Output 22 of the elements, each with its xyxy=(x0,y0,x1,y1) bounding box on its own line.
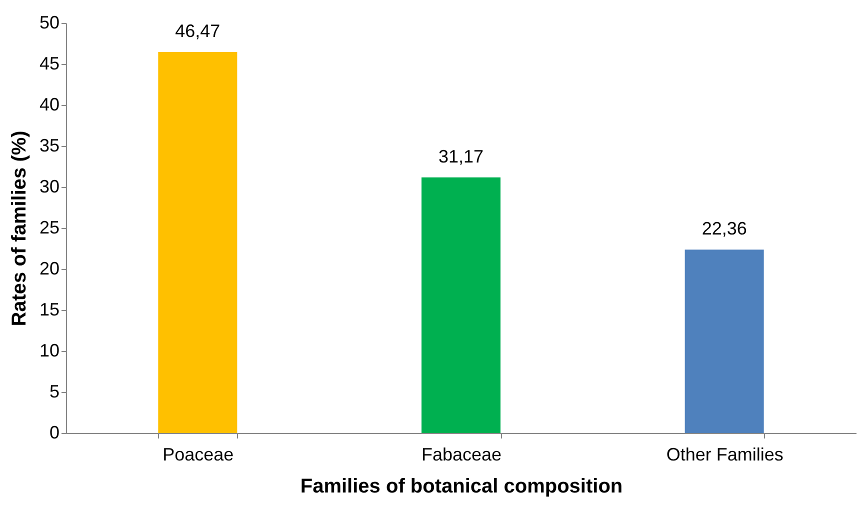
bar xyxy=(158,52,238,433)
y-tick-label: 50 xyxy=(39,12,60,32)
y-tick-label: 45 xyxy=(39,54,60,74)
y-tick-label: 5 xyxy=(49,382,60,402)
x-tick-label: Poaceae xyxy=(162,444,234,464)
data-label: 22,36 xyxy=(702,218,747,239)
y-tick-label: 10 xyxy=(39,340,60,360)
y-tick-label: 20 xyxy=(39,258,60,278)
y-tick-label: 40 xyxy=(39,94,60,114)
data-label: 31,17 xyxy=(438,146,484,166)
y-tick-label: 30 xyxy=(39,176,60,196)
data-label: 46,47 xyxy=(175,20,220,41)
x-tick-label: Fabaceae xyxy=(421,444,502,464)
y-tick-label: 35 xyxy=(39,136,60,156)
bar xyxy=(422,177,500,433)
x-axis-title: Families of botanical composition xyxy=(300,476,623,498)
y-tick-label: 15 xyxy=(39,300,60,320)
x-tick-label: Other Families xyxy=(666,444,784,464)
bar xyxy=(684,250,764,433)
y-tick-label: 0 xyxy=(49,422,60,442)
y-tick-label: 25 xyxy=(39,218,60,238)
y-axis-title: Rates of families (%) xyxy=(8,130,30,326)
